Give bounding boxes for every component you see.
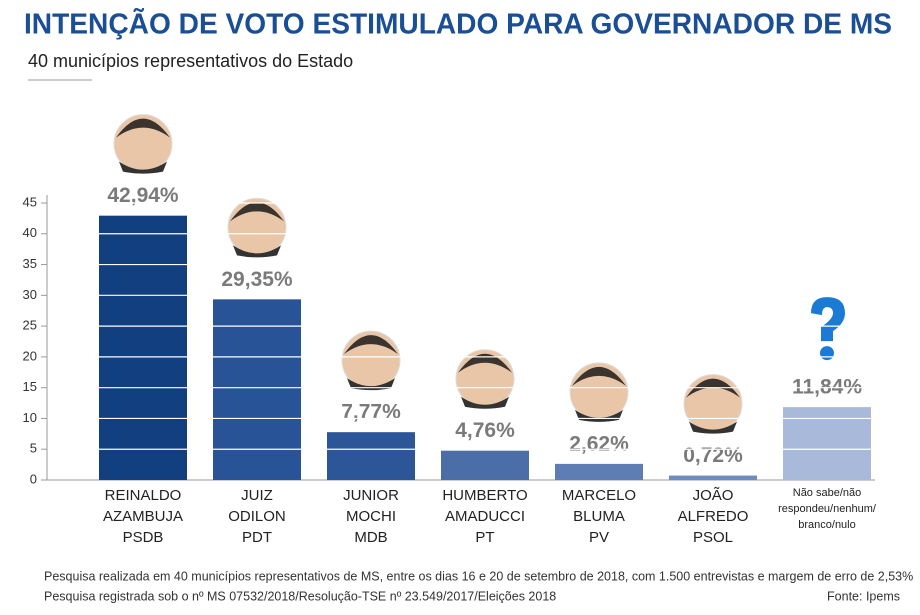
value-label: 2,62% — [569, 432, 629, 455]
y-tick-label: 5 — [30, 441, 37, 456]
bar — [213, 299, 301, 480]
y-tick-label: 0 — [30, 471, 37, 486]
x-tick-label: HUMBERTO — [442, 487, 527, 504]
bar — [669, 475, 757, 480]
x-tick-label: PDT — [242, 529, 272, 546]
chart-title: INTENÇÃO DE VOTO ESTIMULADO PARA GOVERNA… — [24, 7, 892, 41]
x-tick-label: ODILON — [228, 508, 286, 525]
x-tick-label: PSDB — [123, 529, 164, 546]
value-label: 29,35% — [221, 268, 293, 291]
candidate-hair — [230, 202, 284, 222]
y-tick-label: 10 — [23, 410, 37, 425]
y-tick-label: 20 — [23, 348, 37, 363]
y-tick-label: 15 — [23, 379, 37, 394]
y-tick-label: 35 — [23, 256, 37, 271]
bar — [99, 215, 187, 480]
footnote: Pesquisa realizada em 40 municípios repr… — [44, 569, 913, 583]
y-tick-label: 30 — [23, 287, 37, 302]
x-tick-label: REINALDO — [105, 487, 182, 504]
bar — [555, 463, 643, 480]
x-tick-label: JUIZ — [241, 487, 273, 504]
question-icon — [811, 297, 845, 342]
x-tick-label: PV — [589, 529, 609, 546]
candidate-hair — [116, 118, 170, 138]
value-label: 7,77% — [341, 401, 401, 424]
value-label: 4,76% — [455, 419, 515, 442]
x-tick-label: PT — [475, 529, 494, 546]
bar — [441, 450, 529, 480]
x-tick-label: Não sabe/não — [793, 487, 862, 499]
question-dot — [820, 346, 834, 361]
x-tick-label: branco/nulo — [798, 519, 856, 531]
bar — [327, 432, 415, 480]
candidate-hair — [572, 366, 626, 386]
candidate-shirt — [461, 396, 509, 409]
x-tick-label: AMADUCCI — [445, 508, 525, 525]
x-tick-label: BLUMA — [573, 508, 625, 525]
bar — [783, 407, 871, 480]
x-tick-label: PSOL — [693, 529, 733, 546]
candidate-hair — [458, 353, 512, 373]
candidate-shirt — [119, 161, 167, 174]
x-tick-label: ALFREDO — [678, 508, 749, 525]
candidate-hair — [686, 378, 740, 398]
chart-subtitle: 40 municípios representativos do Estado — [28, 51, 353, 71]
y-tick-label: 25 — [23, 318, 37, 333]
x-tick-label: MOCHI — [346, 508, 396, 525]
x-tick-label: respondeu/nenhum/ — [778, 503, 877, 515]
x-tick-label: MARCELO — [562, 487, 636, 504]
y-tick-label: 45 — [23, 194, 37, 209]
source: Fonte: Ipems — [827, 589, 900, 603]
x-tick-label: JOÃO — [693, 487, 734, 504]
x-tick-label: MDB — [354, 529, 387, 546]
candidate-shirt — [689, 421, 737, 434]
value-label: 42,94% — [107, 184, 179, 207]
candidate-hair — [344, 335, 398, 355]
x-tick-label: AZAMBUJA — [103, 508, 183, 525]
candidate-shirt — [233, 245, 281, 258]
value-label: 0,72% — [683, 444, 743, 467]
y-tick-label: 40 — [23, 225, 37, 240]
footnote: Pesquisa registrada sob o nº MS 07532/20… — [44, 589, 556, 603]
x-tick-label: JUNIOR — [343, 487, 399, 504]
